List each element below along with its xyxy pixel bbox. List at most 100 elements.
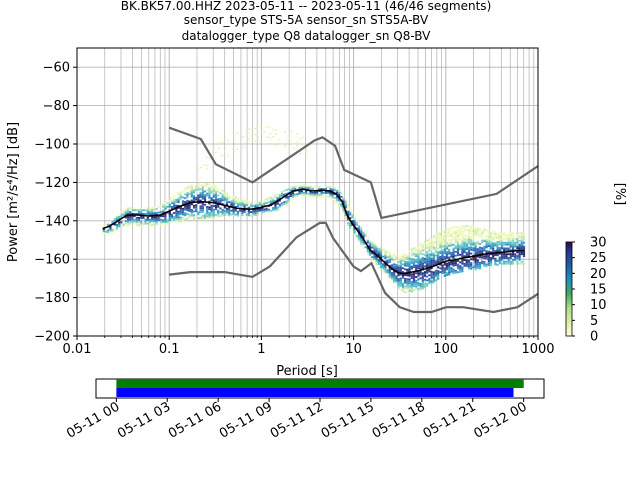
density-cell — [379, 264, 383, 267]
density-cell — [375, 257, 378, 260]
density-cell — [507, 247, 510, 250]
density-cell — [481, 233, 484, 236]
density-cell — [335, 199, 339, 202]
density-cell — [148, 213, 152, 215]
density-cell — [494, 242, 497, 245]
density-cell — [406, 261, 409, 263]
density-cell — [230, 202, 233, 204]
density-cell — [135, 220, 138, 223]
density-cell — [423, 275, 427, 277]
density-cell — [170, 213, 174, 216]
density-cell — [197, 217, 200, 220]
density-cell-sparse — [296, 133, 299, 135]
density-cell — [520, 253, 523, 256]
density-cell — [441, 272, 444, 274]
density-cell — [201, 192, 204, 194]
density-cell — [289, 198, 292, 201]
density-cell — [441, 258, 444, 261]
density-cell — [305, 190, 308, 193]
density-cell-sparse — [266, 136, 269, 138]
density-cell — [426, 275, 429, 278]
density-cell — [197, 183, 200, 185]
density-cell — [465, 253, 468, 256]
density-cell — [357, 227, 361, 230]
density-cell — [355, 223, 358, 226]
x-tick-label: 10 — [345, 342, 362, 357]
density-cell — [168, 198, 171, 201]
density-cell — [148, 220, 152, 223]
density-cell — [456, 237, 460, 239]
density-cell — [140, 220, 143, 223]
density-cell — [478, 242, 482, 245]
density-cell — [133, 213, 136, 215]
density-cell — [373, 248, 376, 251]
density-cell — [179, 207, 182, 210]
density-cell — [443, 244, 446, 247]
density-cell — [188, 213, 191, 216]
density-cell — [461, 270, 464, 273]
density-cell — [162, 211, 165, 214]
density-cell — [419, 284, 422, 287]
density-cell — [184, 201, 187, 203]
density-cell — [388, 268, 391, 271]
density-cell — [366, 249, 369, 251]
density-cell — [459, 253, 462, 256]
density-cell — [441, 270, 444, 273]
density-cell — [188, 191, 191, 193]
density-cell — [219, 192, 222, 195]
density-cell — [509, 238, 512, 240]
density-cell — [432, 277, 435, 279]
density-cell-sparse — [296, 145, 299, 147]
density-cell — [496, 254, 499, 257]
colorbar-tick-label: 20 — [590, 267, 607, 282]
density-cell — [408, 267, 411, 269]
density-cell — [410, 267, 413, 270]
density-cell — [228, 195, 231, 198]
density-cell — [507, 239, 510, 242]
density-layer — [102, 126, 526, 294]
density-cell — [472, 243, 475, 246]
density-cell — [478, 263, 482, 266]
density-cell — [437, 262, 440, 265]
density-cell — [263, 208, 266, 211]
density-cell — [439, 257, 442, 260]
density-cell — [520, 251, 523, 254]
density-cell — [388, 264, 391, 267]
density-cell — [432, 258, 435, 260]
density-cell — [283, 193, 286, 196]
density-cell — [516, 245, 519, 248]
density-cell — [331, 196, 334, 199]
density-cell — [208, 214, 211, 216]
density-cell — [448, 273, 451, 276]
y-axis-label: Power [m²/s⁴/Hz] [dB] — [6, 122, 21, 262]
density-cell — [439, 231, 442, 234]
density-cell — [419, 258, 422, 261]
density-cell — [426, 269, 429, 272]
density-cell — [360, 241, 363, 244]
density-cell-sparse — [197, 178, 200, 181]
density-cell — [344, 200, 347, 203]
timeline-tick-label: 05-11 18 — [370, 399, 428, 441]
density-cell — [472, 256, 475, 259]
density-cell — [186, 186, 189, 189]
density-cell — [388, 274, 391, 277]
density-cell — [375, 252, 378, 254]
density-cell — [309, 193, 312, 196]
density-cell — [434, 237, 438, 240]
density-cell — [186, 201, 189, 204]
density-cell — [472, 241, 475, 244]
density-cell — [478, 252, 482, 255]
density-cell — [430, 257, 433, 260]
density-cell — [217, 200, 220, 203]
density-cell — [173, 215, 176, 218]
density-cell — [496, 233, 499, 236]
x-tick-label: 0.1 — [159, 342, 180, 357]
density-cell — [360, 232, 363, 235]
density-cell — [437, 277, 440, 280]
density-cell — [443, 275, 446, 277]
density-cell — [168, 203, 171, 206]
density-cell — [221, 197, 224, 200]
density-cell — [518, 232, 521, 235]
density-cell — [223, 191, 226, 194]
density-cell — [126, 217, 130, 219]
